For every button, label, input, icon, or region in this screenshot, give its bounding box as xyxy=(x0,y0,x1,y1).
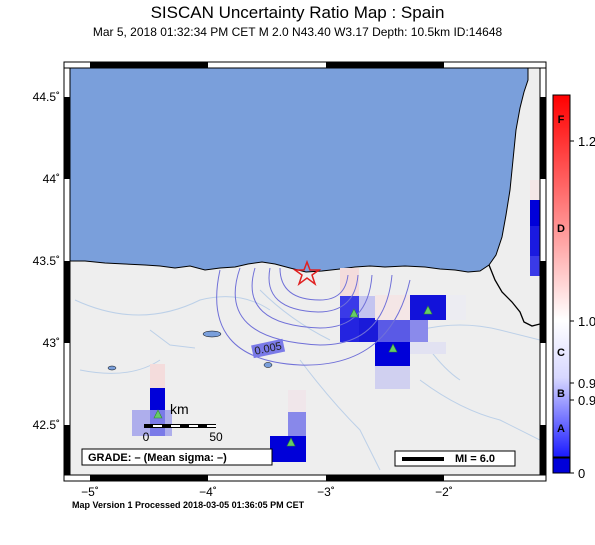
lat-tick-label: 43.5˚ xyxy=(33,254,60,268)
epicenter-star[interactable] xyxy=(292,259,322,287)
mi-legend-box xyxy=(394,450,516,467)
colorbar-value: 0 xyxy=(578,466,585,481)
grade-label: A xyxy=(557,423,565,435)
scale-unit: km xyxy=(170,401,189,417)
lake xyxy=(107,365,117,371)
stations xyxy=(153,305,433,447)
contours xyxy=(216,267,411,366)
colorbar-value: 1.0 xyxy=(578,314,595,329)
lon-tick-label: −2˚ xyxy=(435,485,453,499)
lat-tick-label: 43˚ xyxy=(43,336,60,350)
grade-text: GRADE: – (Mean sigma: –) xyxy=(88,452,227,464)
grade-box xyxy=(81,448,273,466)
station-triangle xyxy=(153,409,163,419)
lon-tick-label: −4˚ xyxy=(199,485,217,499)
lat-tick-label: 44˚ xyxy=(43,172,60,186)
processing-footer: Map Version 1 Processed 2018-03-05 01:36… xyxy=(72,500,305,510)
map-area: 0.005 km 0 50 GRADE: – (Mean sigma: –) xyxy=(70,68,540,475)
station-triangle xyxy=(349,308,359,318)
contour-label: 0.005 xyxy=(253,340,282,357)
lon-tick-label: −3˚ xyxy=(317,485,335,499)
colorbar-value: 0.9 xyxy=(578,393,595,408)
station-triangle xyxy=(388,343,398,353)
lat-tick-label: 44.5˚ xyxy=(33,90,60,104)
colorbar-zero-swatch xyxy=(552,457,571,474)
scale-bar: km 0 50 xyxy=(143,401,223,444)
bay-of-biscay xyxy=(70,68,529,273)
map-title: SISCAN Uncertainty Ratio Map : Spain xyxy=(150,3,445,22)
grade-label: B xyxy=(557,388,565,400)
scale-end: 50 xyxy=(209,430,223,444)
map-frame xyxy=(63,61,547,482)
event-subtitle: Mar 5, 2018 01:32:34 PM CET M 2.0 N43.40… xyxy=(92,25,503,39)
scale-start: 0 xyxy=(143,430,150,444)
station-triangle xyxy=(286,437,296,447)
lon-axis: −5˚ −4˚ −3˚ −2˚ xyxy=(81,485,453,499)
lon-tick-label: −5˚ xyxy=(81,485,99,499)
grade-label: F xyxy=(558,114,565,126)
station-triangle xyxy=(423,305,433,315)
colorbar: F D C B A 1.2 1.0 0.9 0.9 0 xyxy=(552,94,595,481)
mi-legend-text: MI = 6.0 xyxy=(455,453,495,465)
lake xyxy=(202,330,222,338)
lat-tick-label: 42.5˚ xyxy=(33,418,60,432)
colorbar-value: 0.9 xyxy=(578,376,595,391)
grade-label: C xyxy=(557,347,565,359)
lat-axis: 44.5˚ 44˚ 43.5˚ 43˚ 42.5˚ xyxy=(33,90,60,432)
lake xyxy=(263,362,273,368)
mi-legend-line xyxy=(402,457,444,461)
grade-label: D xyxy=(557,223,565,235)
contour-label-box xyxy=(251,338,286,359)
colorbar-value: 1.2 xyxy=(578,134,595,149)
france-border xyxy=(488,264,540,327)
